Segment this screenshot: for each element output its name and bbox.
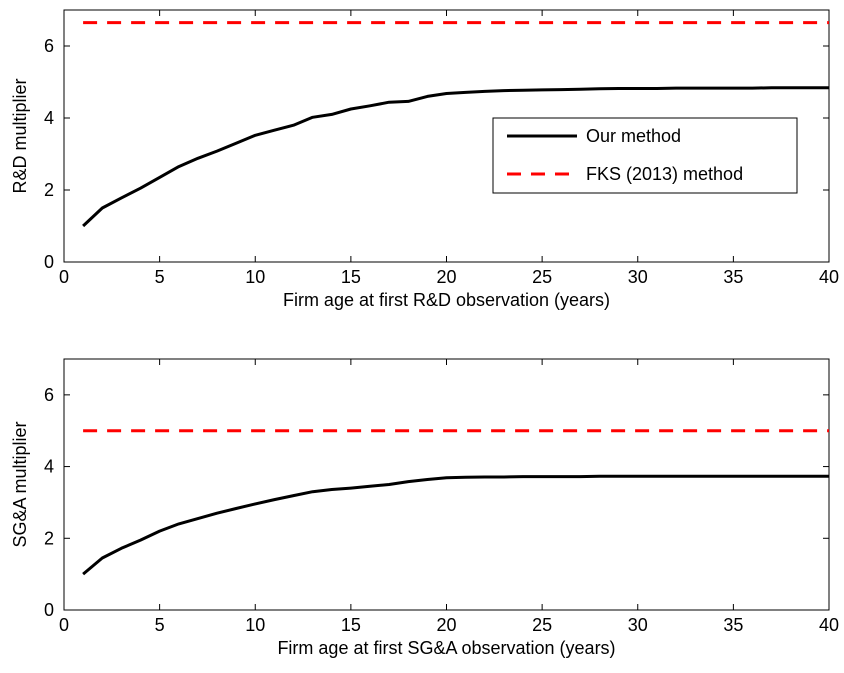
legend: Our method FKS (2013) method [492, 117, 798, 194]
x-axis-label: Firm age at first R&D observation (years… [283, 290, 610, 310]
x-tick-label: 0 [59, 615, 69, 635]
x-tick-label: 0 [59, 267, 69, 287]
x-tick-label: 35 [723, 615, 743, 635]
x-tick-label: 10 [245, 615, 265, 635]
legend-label: FKS (2013) method [586, 164, 743, 184]
series-line-our-method [82, 474, 829, 576]
y-axis-label: SG&A multiplier [10, 421, 30, 547]
y-tick-label: 6 [44, 385, 54, 405]
y-tick-label: 4 [44, 108, 54, 128]
x-tick-label: 10 [245, 267, 265, 287]
x-tick-label: 25 [532, 615, 552, 635]
x-tick-label: 5 [155, 615, 165, 635]
y-tick-label: 0 [44, 600, 54, 620]
y-tick-label: 6 [44, 36, 54, 56]
x-tick-label: 20 [436, 615, 456, 635]
x-axis-label: Firm age at first SG&A observation (year… [277, 638, 615, 658]
y-tick-label: 2 [44, 528, 54, 548]
x-tick-label: 40 [819, 615, 839, 635]
y-tick-label: 2 [44, 180, 54, 200]
legend-label: Our method [586, 126, 681, 146]
x-tick-label: 15 [341, 615, 361, 635]
legend-box [492, 117, 798, 194]
series-line-our-method [82, 86, 829, 228]
x-tick-label: 25 [532, 267, 552, 287]
x-tick-label: 30 [628, 267, 648, 287]
x-tick-label: 30 [628, 615, 648, 635]
x-tick-label: 15 [341, 267, 361, 287]
x-tick-label: 5 [155, 267, 165, 287]
chart-1: 0 5 10 15 20 25 30 35 40 0 2 4 6 Firm age at first R&… [10, 9, 839, 310]
plot-frame [63, 358, 830, 611]
y-tick-label: 0 [44, 252, 54, 272]
x-tick-label: 35 [723, 267, 743, 287]
y-axis-label: R&D multiplier [10, 78, 30, 193]
y-tick-label: 4 [44, 457, 54, 477]
x-tick-label: 40 [819, 267, 839, 287]
chart-2: 0 5 10 15 20 25 30 35 40 0 2 4 6 Firm age at first SG… [10, 358, 839, 658]
x-tick-label: 20 [436, 267, 456, 287]
